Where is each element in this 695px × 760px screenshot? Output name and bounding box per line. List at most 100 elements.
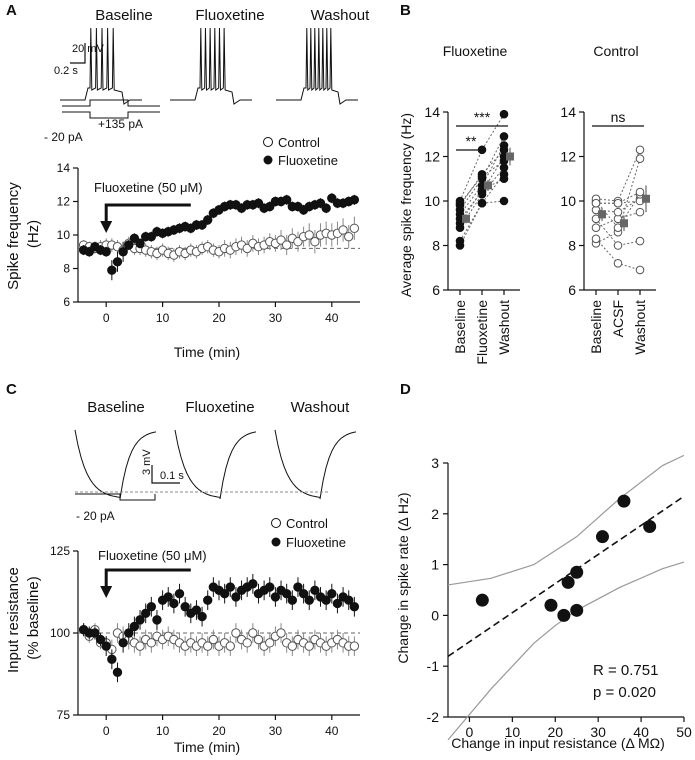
c-y-axis-label-line2: (% baseline) — [25, 576, 42, 659]
c-trace-curves — [74, 429, 357, 500]
a-point-fluoxetine — [101, 247, 111, 257]
c-trace-curve — [74, 429, 157, 500]
c-step-protocol — [75, 493, 156, 501]
c-point-fluoxetine — [298, 588, 309, 599]
panel-c-traces: Baseline Fluoxetine Washout 3 mV 0.1 s -… — [74, 399, 357, 523]
panel-letter-b: B — [400, 2, 411, 19]
a-annotation: Fluoxetine (50 μM) — [94, 180, 203, 195]
b1-x-tick-label: Baseline — [452, 300, 468, 354]
c-step-low-label: - 20 pA — [76, 509, 115, 523]
c-point-fluoxetine — [231, 592, 241, 602]
b2-point — [635, 154, 645, 164]
c-point-fluoxetine — [146, 602, 157, 612]
d-stat-p: p = 0.020 — [593, 684, 656, 701]
c-point-fluoxetine — [225, 582, 235, 592]
c-point-fluoxetine — [135, 615, 145, 625]
c-point-fluoxetine — [107, 654, 117, 664]
d-x-tick-label: 20 — [547, 724, 563, 740]
b1-sig-label: ** — [466, 133, 477, 149]
a-drug-arrowhead — [100, 221, 113, 233]
a-scale-t-label: 0.2 s — [54, 65, 78, 77]
b-y-axis-label: Average spike frequency (Hz) — [398, 113, 414, 297]
a-x-tick-label: 20 — [212, 311, 226, 325]
b1-paired-line — [459, 160, 505, 204]
c-point-control — [242, 638, 252, 648]
a-point-fluoxetine — [203, 215, 213, 225]
b1-y-tick-label: 6 — [432, 282, 440, 298]
c-point-fluoxetine — [304, 595, 314, 605]
b2-point — [635, 187, 645, 197]
panel-d-plot: Change in spike rate (Δ Hz) Change in in… — [395, 454, 692, 751]
c-point-fluoxetine — [248, 579, 258, 589]
b2-point — [635, 145, 645, 155]
a-point-control — [344, 231, 354, 242]
b1-y-tick-label: 14 — [424, 104, 440, 120]
b2-point — [635, 236, 645, 246]
b2-point — [591, 234, 601, 244]
c-y-axis-label: Input resistance (% baseline) — [5, 563, 42, 673]
d-point — [570, 603, 584, 617]
d-y-tick-label: -1 — [427, 658, 440, 674]
a-y-axis-label-line2: (Hz) — [25, 220, 42, 248]
c-trace-label-fluoxetine: Fluoxetine — [185, 399, 254, 416]
b1-mean-marker — [484, 181, 492, 190]
b2-point — [613, 241, 623, 250]
panel-b-control-plot: Control 6 8 10 12 14 Baseline ACSF Washout ns — [560, 43, 656, 355]
b1-point — [499, 174, 509, 184]
b1-sig-label: *** — [474, 109, 491, 125]
c-point-control — [231, 628, 241, 638]
c-point-control — [349, 641, 360, 651]
b1-y-tick-label: 8 — [432, 238, 440, 254]
c-point-fluoxetine — [95, 634, 106, 645]
a-trace-washout — [276, 27, 358, 105]
b2-point — [613, 207, 623, 217]
b1-paired-line — [459, 136, 505, 211]
c-point-fluoxetine — [112, 667, 123, 678]
panel-a-plot: Spike frequency (Hz) Time (min) Fluoxeti… — [5, 135, 360, 360]
b2-sig-label: ns — [611, 109, 626, 125]
d-ci-lower — [447, 561, 685, 741]
b2-x-tick-label: Washout — [632, 300, 648, 355]
c-trace-curve — [274, 429, 357, 500]
c-point-fluoxetine — [90, 628, 100, 638]
a-y-tick-label: 10 — [57, 228, 71, 242]
c-point-fluoxetine — [174, 588, 185, 599]
a-point-fluoxetine — [321, 203, 331, 213]
d-point — [561, 575, 575, 589]
panel-b-fluoxetine-plot: Fluoxetine Average spike frequency (Hz) … — [398, 43, 520, 365]
c-point-fluoxetine — [129, 621, 140, 632]
b2-point — [591, 214, 601, 224]
panel-letter-d: D — [400, 381, 411, 398]
c-point-control — [287, 641, 298, 651]
d-y-tick-label: 0 — [431, 607, 439, 623]
a-point-control — [310, 237, 320, 247]
b2-mean-marker — [598, 210, 606, 219]
d-x-tick-label: 0 — [466, 724, 474, 740]
a-y-tick-label: 12 — [57, 195, 71, 209]
c-point-control — [225, 641, 235, 651]
a-x-tick-label: 0 — [103, 311, 110, 325]
b1-point — [499, 109, 509, 119]
panel-letter-c: C — [6, 381, 17, 398]
b1-x-tick-label: Fluoxetine — [474, 300, 490, 365]
a-step-protocol-bottom — [62, 111, 160, 119]
c-trace-label-baseline: Baseline — [87, 399, 145, 416]
c-x-tick-label: 20 — [212, 724, 226, 738]
b1-y-tick-label: 12 — [424, 149, 440, 165]
c-trace-curve — [174, 429, 257, 500]
c-x-tick-label: 40 — [325, 724, 339, 738]
c-point-fluoxetine — [191, 605, 202, 615]
a-step-low-label: - 20 pA — [44, 130, 83, 144]
b1-point — [499, 156, 509, 166]
c-legend-fluoxetine: Fluoxetine — [286, 535, 346, 550]
b1-point — [477, 172, 487, 181]
a-legend-control: Control — [278, 135, 320, 150]
b2-paired-line — [595, 194, 641, 229]
panel-letter-a: A — [6, 2, 17, 19]
a-trace-label-baseline: Baseline — [95, 7, 153, 24]
a-point-fluoxetine — [281, 195, 292, 205]
d-x-tick-label: 10 — [505, 724, 521, 740]
b-control-title: Control — [593, 43, 638, 59]
c-point-control — [135, 641, 145, 651]
c-annotation: Fluoxetine (50 μM) — [98, 548, 207, 563]
